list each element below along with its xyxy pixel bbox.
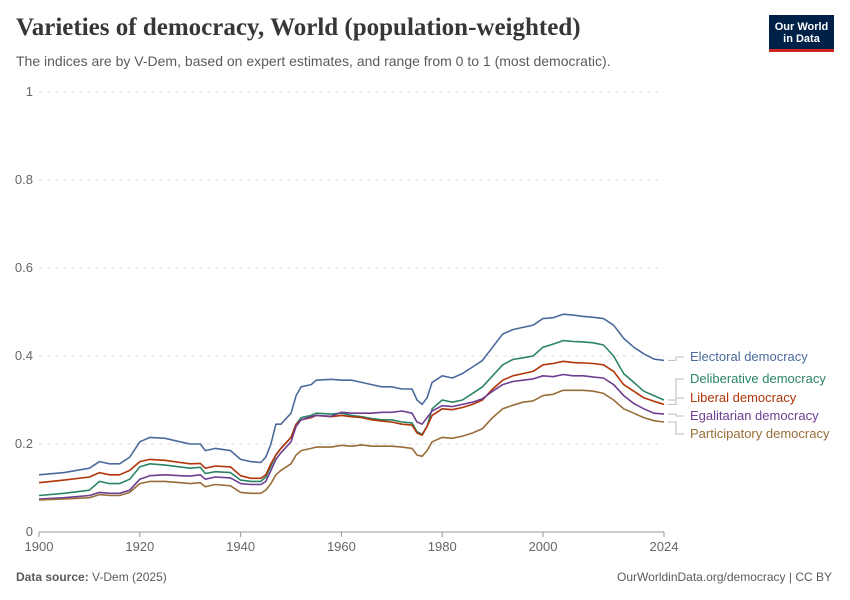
logo-line-1: Our World	[774, 21, 829, 33]
legend-connector	[668, 378, 684, 401]
y-tick-label: 0.8	[15, 172, 33, 187]
y-axis-ticks: 0 0.2 0.4 0.6 0.8 1	[15, 84, 33, 539]
x-tick-label: 1960	[327, 539, 356, 554]
y-tick-label: 0.2	[15, 436, 33, 451]
x-tick-label: 1920	[125, 539, 154, 554]
x-tick-label: 1900	[25, 539, 54, 554]
footer-url[interactable]: OurWorldinData.org/democracy | CC BY	[617, 570, 832, 584]
data-source-value: V-Dem (2025)	[92, 570, 167, 584]
series-line-electoral-democracy[interactable]	[38, 313, 665, 476]
owid-logo[interactable]: Our World in Data	[769, 15, 834, 52]
legend-connector	[668, 356, 684, 361]
series-line-deliberative-democracy[interactable]	[38, 339, 665, 497]
data-source-label: Data source:	[16, 570, 89, 584]
series-line-liberal-democracy[interactable]	[38, 360, 665, 484]
legend-connector	[668, 413, 684, 417]
legend-label[interactable]: Participatory democracy	[690, 426, 830, 441]
legend-connector	[668, 397, 684, 405]
legend-label[interactable]: Liberal democracy	[690, 390, 797, 405]
grid-lines	[39, 91, 664, 445]
legend-label[interactable]: Deliberative democracy	[690, 371, 826, 386]
legend-label[interactable]: Electoral democracy	[690, 349, 808, 364]
x-tick-label: 2024	[650, 539, 679, 554]
y-tick-label: 0.6	[15, 260, 33, 275]
x-tick-label: 1980	[428, 539, 457, 554]
x-tick-label: 2000	[529, 539, 558, 554]
legend: Electoral democracy Deliberative democrac…	[668, 349, 830, 441]
chart-title: Varieties of democracy, World (populatio…	[16, 14, 581, 41]
series-line-egalitarian-democracy[interactable]	[38, 373, 665, 500]
series-line-participatory-democracy[interactable]	[38, 389, 665, 501]
logo-line-2: in Data	[783, 33, 820, 45]
y-tick-label: 1	[26, 84, 33, 99]
chart-subtitle: The indices are by V-Dem, based on exper…	[16, 53, 611, 69]
x-tick-label: 1940	[226, 539, 255, 554]
legend-connector	[668, 421, 684, 435]
legend-label[interactable]: Egalitarian democracy	[690, 408, 819, 423]
y-tick-label: 0.4	[15, 348, 33, 363]
series-lines	[38, 313, 665, 501]
y-tick-label: 0	[26, 524, 33, 539]
x-axis: 1900 1920 1940 1960 1980 2000 2024	[25, 531, 679, 554]
data-source: Data source: V-Dem (2025)	[16, 570, 167, 584]
